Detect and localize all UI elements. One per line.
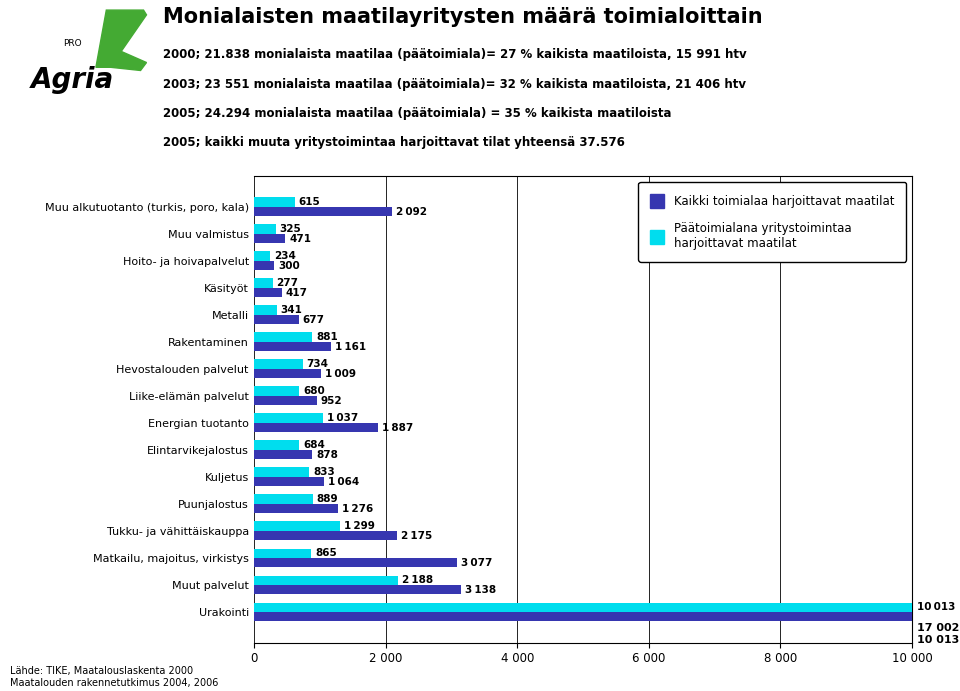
- Text: 2 175: 2 175: [401, 531, 433, 540]
- Text: Lähde: TIKE, Maatalouslaskenta 2000
Maatalouden rakennetutkimus 2004, 2006: Lähde: TIKE, Maatalouslaskenta 2000 Maat…: [10, 666, 218, 688]
- Text: 3 138: 3 138: [465, 585, 495, 595]
- Bar: [254, 585, 461, 594]
- Text: 2005; kaikki muuta yritystoimintaa harjoittavat tilat yhteensä 37.576: 2005; kaikki muuta yritystoimintaa harjo…: [163, 136, 625, 149]
- Text: 833: 833: [313, 467, 335, 477]
- Text: 1 887: 1 887: [382, 423, 414, 433]
- Text: 2005; 24.294 monialaista maatilaa (päätoimiala) = 35 % kaikista maatiloista: 2005; 24.294 monialaista maatilaa (pääto…: [163, 107, 672, 120]
- Bar: [254, 504, 338, 513]
- Text: 17 002: 17 002: [917, 623, 959, 633]
- Text: 1 276: 1 276: [343, 504, 373, 513]
- Bar: [254, 207, 392, 216]
- Text: 2003; 23 551 monialaista maatilaa (päätoimiala)= 32 % kaikista maatiloista, 21 4: 2003; 23 551 monialaista maatilaa (pääto…: [163, 77, 746, 91]
- Text: 277: 277: [276, 278, 299, 288]
- Text: Agria: Agria: [31, 66, 113, 95]
- Bar: [254, 315, 299, 324]
- Bar: [254, 576, 398, 585]
- Text: 2 188: 2 188: [402, 575, 433, 585]
- Bar: [254, 603, 913, 612]
- Text: 684: 684: [303, 440, 325, 451]
- Text: 1 064: 1 064: [328, 477, 360, 486]
- Text: 1 009: 1 009: [324, 368, 356, 379]
- Bar: [254, 252, 270, 261]
- Bar: [254, 342, 331, 351]
- Text: 234: 234: [274, 251, 296, 261]
- Bar: [254, 612, 960, 621]
- Bar: [254, 396, 317, 406]
- Bar: [254, 261, 275, 270]
- Text: 952: 952: [321, 396, 343, 406]
- Text: 1 161: 1 161: [335, 341, 366, 352]
- Bar: [254, 477, 324, 486]
- Bar: [254, 413, 323, 423]
- Text: 10 013: 10 013: [917, 636, 959, 645]
- Text: 1 037: 1 037: [326, 413, 358, 423]
- Bar: [254, 198, 295, 207]
- Text: 3 077: 3 077: [461, 558, 492, 568]
- Text: 10 013: 10 013: [917, 603, 955, 612]
- Bar: [254, 225, 276, 234]
- Bar: [254, 468, 309, 477]
- Text: 325: 325: [279, 224, 301, 234]
- Text: Monialaisten maatilayritysten määrä toimialoittain: Monialaisten maatilayritysten määrä toim…: [163, 7, 763, 27]
- Polygon shape: [96, 10, 147, 70]
- Bar: [254, 369, 321, 379]
- Bar: [254, 332, 312, 342]
- Text: PRO: PRO: [62, 39, 82, 48]
- Bar: [254, 359, 302, 369]
- Text: 865: 865: [315, 548, 337, 558]
- Text: 300: 300: [278, 261, 300, 271]
- Bar: [254, 549, 311, 558]
- Text: 417: 417: [286, 287, 308, 298]
- Text: 680: 680: [303, 386, 324, 396]
- Bar: [254, 531, 397, 540]
- Text: 615: 615: [299, 197, 321, 207]
- Text: 2000; 21.838 monialaista maatilaa (päätoimiala)= 27 % kaikista maatiloista, 15 9: 2000; 21.838 monialaista maatilaa (pääto…: [163, 48, 747, 61]
- Bar: [254, 558, 457, 567]
- Bar: [254, 423, 378, 433]
- Bar: [254, 386, 300, 396]
- Bar: [254, 495, 313, 504]
- Text: 471: 471: [289, 234, 311, 244]
- Text: 341: 341: [280, 305, 302, 315]
- Bar: [254, 278, 273, 288]
- Text: 2 092: 2 092: [396, 207, 427, 216]
- Text: 881: 881: [316, 332, 338, 342]
- Legend: Kaikki toimialaa harjoittavat maatilat, Päätoimialana yritystoimintaa
harjoittav: Kaikki toimialaa harjoittavat maatilat, …: [638, 182, 906, 262]
- Bar: [254, 522, 340, 531]
- Text: 878: 878: [316, 450, 338, 460]
- Text: 889: 889: [317, 494, 339, 504]
- Text: 1 299: 1 299: [344, 521, 374, 531]
- Text: 677: 677: [302, 314, 324, 325]
- Bar: [254, 440, 300, 450]
- Bar: [254, 288, 282, 297]
- Bar: [254, 305, 276, 315]
- Bar: [254, 234, 285, 243]
- Text: 734: 734: [306, 359, 328, 369]
- Bar: [254, 450, 312, 460]
